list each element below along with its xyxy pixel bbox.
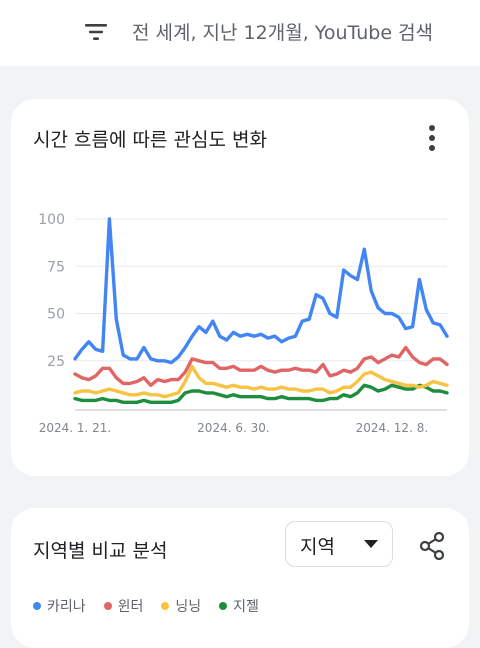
filter-summary: 전 세계, 지난 12개월, YouTube 검색 (132, 22, 434, 44)
x-tick-label: 2024. 6. 30. (197, 421, 270, 435)
x-tick-label: 2024. 1. 21. (39, 421, 112, 435)
legend-dot-icon (161, 602, 170, 610)
x-tick-label: 2024. 12. 8. (356, 421, 429, 435)
triangle-down-icon (364, 540, 378, 548)
series-line (73, 364, 449, 399)
y-tick-label: 25 (47, 354, 65, 370)
legend-label: 윈터 (117, 599, 144, 615)
y-tick-label: 75 (47, 259, 65, 275)
legend-dot-icon (33, 602, 41, 610)
legend-dot-icon (219, 602, 228, 610)
filter-lines-icon (85, 24, 107, 40)
legend-item: 카리나 (33, 596, 86, 616)
y-tick-label: 50 (47, 307, 65, 323)
series-line (73, 345, 449, 387)
series-line (73, 217, 449, 365)
more-vert-icon[interactable] (419, 123, 445, 153)
series-line (73, 383, 449, 404)
share-icon[interactable] (419, 532, 445, 560)
compare-by-region-card: 지역별 비교 분석 지역 카리나 윈터 닝닝 지젤 (11, 508, 469, 648)
legend-item: 윈터 (103, 596, 144, 616)
legend-item: 닝닝 (161, 596, 201, 616)
y-tick-label: 100 (38, 212, 65, 228)
interest-over-time-card: 시간 흐름에 따른 관심도 변화 25 50 75 100 2024. 1. 21. 20… (11, 99, 469, 476)
legend-label: 지젤 (233, 599, 259, 615)
interest-line-chart: 25 50 75 100 2024. 1. 21. 2024. 6. 30. 2024. 1… (38, 212, 449, 435)
card-title: 지역별 비교 분석 (33, 540, 168, 562)
legend-item: 지젤 (219, 596, 259, 616)
card-title: 시간 흐름에 따른 관심도 변화 (33, 129, 267, 151)
legend-dot-icon (103, 602, 112, 610)
legend-label: 카리나 (47, 599, 86, 615)
filter-bar[interactable]: 전 세계, 지난 12개월, YouTube 검색 (0, 0, 480, 66)
region-select-value: 지역 (300, 536, 335, 558)
region-select[interactable]: 지역 (285, 521, 393, 567)
chart-legend: 카리나 윈터 닝닝 지젤 (33, 596, 259, 616)
legend-label: 닝닝 (175, 599, 202, 615)
